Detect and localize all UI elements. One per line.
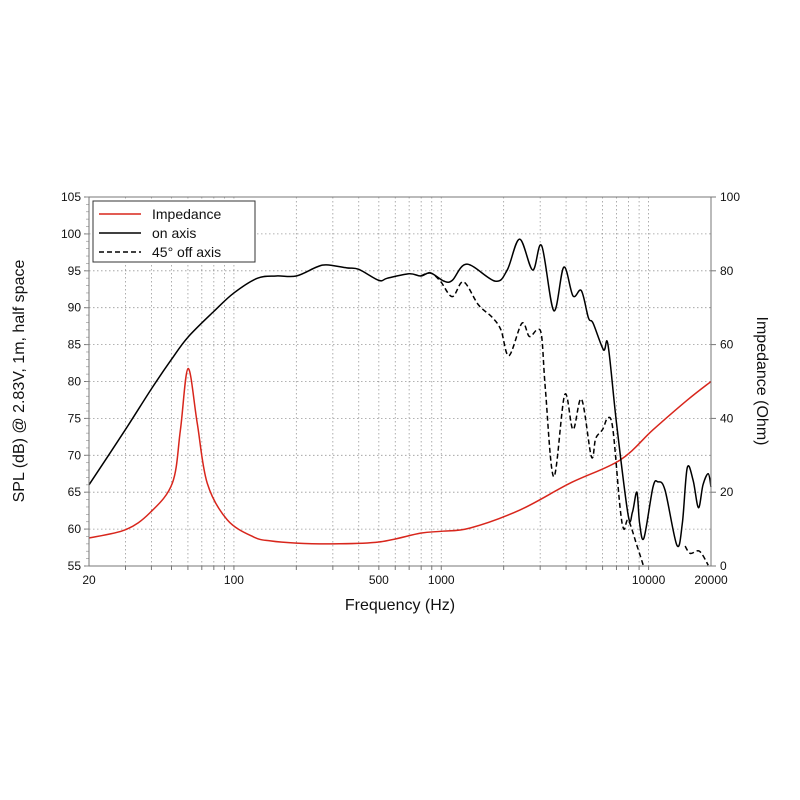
legend: Impedance on axis 45° off axis <box>92 200 256 263</box>
y-tick-label: 85 <box>68 338 82 352</box>
y-tick-label: 90 <box>68 301 82 315</box>
series-line-on-axis <box>88 238 712 548</box>
y2-axis-label: Impedance (Ohm) <box>753 317 770 446</box>
y2-tick-label: 60 <box>720 338 734 352</box>
x-tick-label: 1000 <box>428 573 455 587</box>
series-line-impedance <box>88 367 712 545</box>
y-tick-label: 75 <box>68 411 82 425</box>
x-tick-label: 500 <box>369 573 389 587</box>
grid-lines <box>89 197 711 566</box>
x-tick-label: 20000 <box>694 573 728 587</box>
y-tick-label: 95 <box>68 264 82 278</box>
y-tick-label: 80 <box>68 375 82 389</box>
y-tick-label: 55 <box>68 559 82 573</box>
x-tick-label: 100 <box>224 573 244 587</box>
legend-label-on-axis: on axis <box>152 225 196 241</box>
y2-tick-label: 20 <box>720 485 734 499</box>
plot-frame <box>88 196 712 567</box>
tick-labels: 55 60 65 70 75 80 85 90 95 100 105 0 20 40 60 80 100 20 10… <box>61 190 740 587</box>
y-tick-label: 60 <box>68 522 82 536</box>
y-tick-label: 100 <box>61 227 81 241</box>
y2-tick-label: 100 <box>720 190 740 204</box>
y-axis-label: SPL (dB) @ 2.83V, 1m, half space <box>11 260 28 503</box>
y-tick-label: 105 <box>61 190 81 204</box>
legend-label-impedance: Impedance <box>152 206 221 222</box>
x-axis-label: Frequency (Hz) <box>345 597 455 614</box>
series-line-45-off-axis <box>420 272 645 567</box>
curves <box>88 238 712 567</box>
y-tick-label: 65 <box>68 485 82 499</box>
series-line-45-off-axis <box>684 545 709 566</box>
y-tick-label: 70 <box>68 448 82 462</box>
y2-tick-label: 0 <box>720 559 727 573</box>
y2-tick-label: 40 <box>720 411 734 425</box>
x-tick-label: 20 <box>82 573 96 587</box>
y2-tick-label: 80 <box>720 264 734 278</box>
x-tick-label: 10000 <box>632 573 666 587</box>
legend-label-off-axis: 45° off axis <box>152 244 221 260</box>
